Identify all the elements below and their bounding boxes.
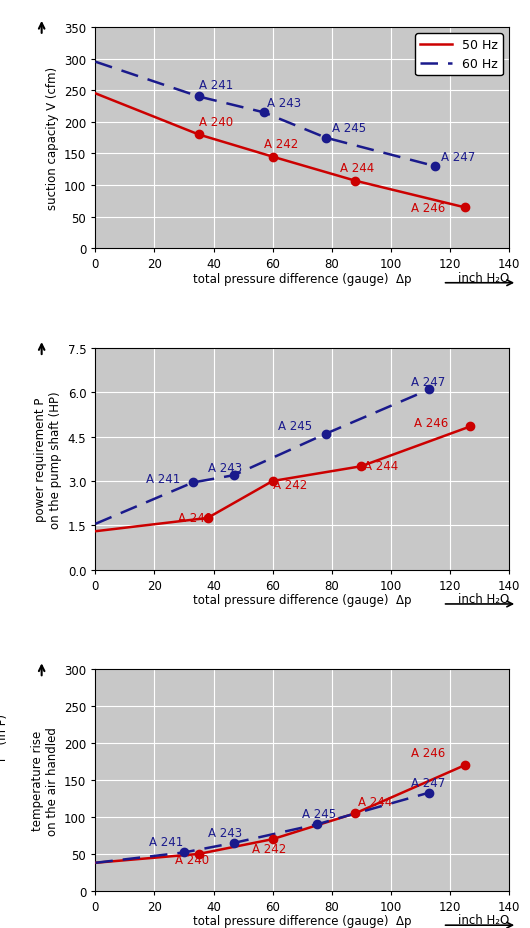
Text: A 240: A 240 [199,116,233,129]
Y-axis label: temperature rise
on the air handled: temperature rise on the air handled [31,726,59,834]
Text: A 247: A 247 [441,150,475,163]
Text: A 244: A 244 [364,459,399,472]
Text: A 244: A 244 [358,795,392,808]
Text: A 241: A 241 [199,80,233,92]
Text: A 246: A 246 [414,417,448,430]
Text: inch H₂O: inch H₂O [457,592,509,605]
Y-axis label: suction capacity V (cfm): suction capacity V (cfm) [46,67,59,210]
Text: A 247: A 247 [411,776,446,789]
X-axis label: total pressure difference (gauge)  Δp: total pressure difference (gauge) Δp [193,273,411,286]
Text: A 241: A 241 [146,473,180,486]
Y-axis label: power requirement P
on the pump shaft (HP): power requirement P on the pump shaft (H… [34,391,62,528]
Text: A 243: A 243 [208,461,242,474]
Text: A 245: A 245 [302,807,336,820]
Text: A 244: A 244 [340,161,375,174]
X-axis label: total pressure difference (gauge)  Δp: total pressure difference (gauge) Δp [193,593,411,606]
Text: A 243: A 243 [267,97,301,110]
Text: T   (in F): T (in F) [0,714,9,762]
Text: A 241: A 241 [148,835,183,848]
Text: A 245: A 245 [278,419,313,432]
Text: A 240: A 240 [175,854,209,867]
Text: A 247: A 247 [411,376,446,389]
Text: A 240: A 240 [178,511,212,524]
Text: A 242: A 242 [272,479,307,492]
Text: A 246: A 246 [411,747,446,760]
Text: A 242: A 242 [264,138,298,151]
Text: inch H₂O: inch H₂O [457,271,509,284]
X-axis label: total pressure difference (gauge)  Δp: total pressure difference (gauge) Δp [193,914,411,927]
Text: A 243: A 243 [208,826,242,839]
Legend: 50 Hz, 60 Hz: 50 Hz, 60 Hz [416,34,502,76]
Text: A 242: A 242 [252,843,286,856]
Text: inch H₂O: inch H₂O [457,913,509,926]
Text: A 246: A 246 [411,201,446,214]
Text: A 245: A 245 [332,122,366,135]
